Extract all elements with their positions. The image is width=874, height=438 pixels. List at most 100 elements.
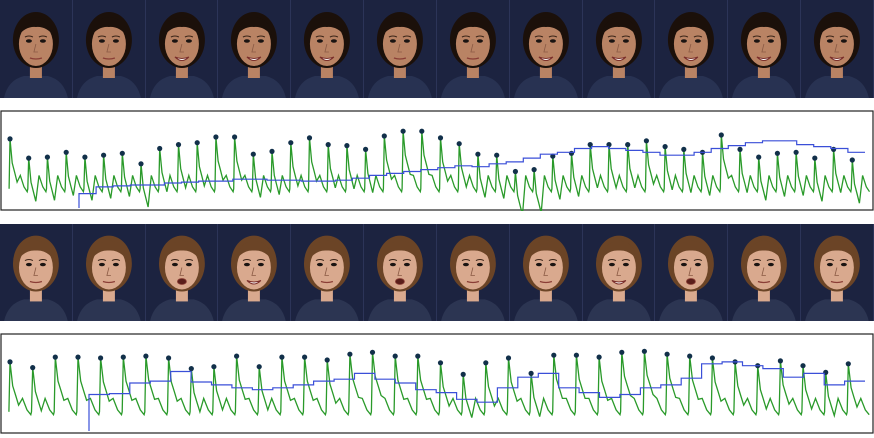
subject-1-signal-line [8,131,871,211]
subject-1-frame [145,0,219,98]
subject-1-peak-marker [288,140,294,146]
subject-1-peak-marker [475,151,481,157]
subject-1-frame [728,0,802,98]
subject-2-peak-marker [120,354,126,360]
subject-2-frame [801,224,874,321]
subject-1-peak-marker [381,133,387,139]
subject-2-peak-marker [415,353,421,359]
subject-1-peak-marker [26,155,32,161]
subject-1-peak-marker [774,150,781,156]
subject-1-peak-marker [718,132,724,138]
subject-1-peak-marker [550,153,556,159]
subject-1-face-image [218,0,291,98]
subject-1-peak-marker [419,128,425,134]
subject-1-peak-marker [344,143,350,149]
subject-1-face-image [72,0,145,98]
subject-2-peak-marker [845,361,851,367]
subject-2-peak-marker [188,366,194,372]
subject-2-face-image [801,224,873,321]
subject-1-peak-marker [82,154,88,160]
subject-1-frame [436,0,510,98]
subject-1-peak-marker [175,142,182,148]
subject-2-frame [72,224,146,321]
subject-2-frame [728,224,802,321]
subject-2-face-image [0,224,72,321]
subject-2-face-image [72,224,145,321]
subject-1-peak-marker [587,142,593,148]
subject-2-peak-marker [641,348,648,354]
subject-1-peak-marker [531,167,537,173]
subject-2-peak-marker [75,354,81,360]
subject-2-face-image [364,224,436,321]
subject-2-peak-marker [392,353,398,359]
subject-2-face-image [655,224,728,321]
subject-1-peak-marker [400,128,406,134]
subject-1-face-image [364,0,436,98]
subject-1-face-image [436,0,509,98]
subject-1-peak-marker [250,151,256,157]
subject-2-frame [145,224,219,321]
subject-2-peak-marker [30,365,36,371]
subject-1-peak-marker [568,150,575,156]
subject-1-face-image [655,0,728,98]
subject-1-signal-chart [0,110,874,211]
subject-2-peak-marker [52,354,58,360]
subject-1-face-image [291,0,364,98]
subject-2-peak-marker [573,352,580,358]
subject-1-peak-marker [831,146,837,152]
subject-2-step-line [88,361,865,431]
subject-1-frame [72,0,146,98]
subject-2-frame [291,224,365,321]
subject-1-peak-marker [643,138,650,144]
subject-1-peak-marker [63,149,69,155]
subject-1-peak-marker [44,154,51,160]
subject-1-face-image [0,0,72,98]
subject-1-peak-marker [138,161,144,167]
subject-1-peak-marker [606,142,612,148]
subject-2-signal-chart [0,333,874,434]
subject-2-peak-marker [98,355,104,361]
subject-1-peak-marker [325,142,331,148]
subject-2-peak-marker [7,359,13,365]
subject-1-peak-marker [512,168,519,175]
subject-2-peak-marker [256,364,262,370]
subject-1-frame [218,0,292,98]
subject-1-peak-marker [625,142,631,148]
subject-2-peak-marker [234,353,240,359]
subject-2-peak-marker [279,354,285,360]
subject-2-frame [655,224,729,321]
subject-1-peak-marker [101,152,107,158]
subject-1-frame [582,0,656,98]
subject-2-frame [0,224,73,321]
subject-2-peak-marker [324,357,330,363]
subject-2-signal-line [8,351,870,419]
subject-2-peak-marker [777,358,784,364]
subject-2-frame [364,224,437,321]
subject-1-face-image [728,0,801,98]
subject-1-peak-marker [363,146,369,152]
subject-2-peak-marker [437,360,444,366]
subject-2-peak-marker [166,355,172,361]
subject-1-step-line [78,140,865,208]
subject-2-peak-marker [460,371,466,377]
subject-2-peak-marker [347,351,353,357]
subject-2-peak-marker [619,349,625,355]
subject-2-face-image [728,224,801,321]
subject-1-frame [291,0,365,98]
subject-1-peak-marker [157,145,163,152]
subject-1-peak-marker [7,136,13,142]
subject-1-peak-marker [194,140,200,146]
subject-2-peak-marker [302,354,308,360]
subject-1-peak-marker [812,155,818,161]
subject-1-peak-marker [269,148,275,154]
subject-2-signal-plot [0,333,874,434]
subject-2-peak-marker [211,364,217,370]
subject-1-face-image [145,0,218,98]
subject-2-frame-strip [0,224,874,321]
subject-1-face-image [582,0,655,98]
subject-2-peak-marker [369,349,376,355]
subject-2-peak-marker [687,353,693,359]
subject-1-frame [0,0,73,98]
subject-2-frame [436,224,510,321]
subject-1-peak-marker [494,152,500,158]
